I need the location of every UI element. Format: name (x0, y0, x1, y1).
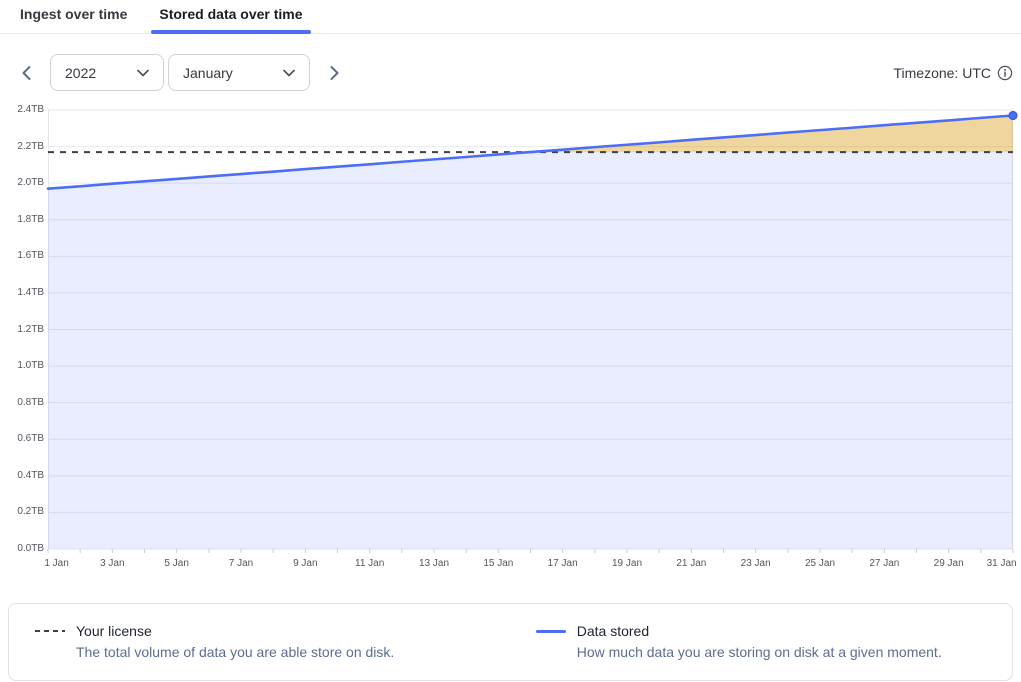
plot-area[interactable] (46, 109, 1018, 555)
x-axis-label: 13 Jan (418, 558, 450, 569)
legend-description: How much data you are storing on disk at… (576, 644, 942, 660)
legend-title: Data stored (576, 623, 650, 639)
y-axis-label: 1.6TB (17, 250, 44, 262)
prev-month-button[interactable] (15, 59, 39, 87)
tab-ingest-over-time[interactable]: Ingest over time (20, 6, 128, 22)
legend-item-your-license: Your license The total volume of data yo… (29, 621, 530, 663)
info-icon[interactable] (997, 65, 1013, 81)
y-axis-label: 0.6TB (17, 433, 44, 445)
month-select-value: January (183, 64, 233, 81)
legend-title: Your license (76, 623, 152, 639)
x-axis-label: 19 Jan (611, 558, 643, 569)
chevron-left-icon (22, 65, 31, 80)
x-axis-label: 7 Jan (228, 558, 254, 569)
dashed-line-marker-icon (35, 630, 65, 632)
timezone-label: Timezone: UTC (893, 64, 991, 81)
x-axis-label: 21 Jan (676, 558, 707, 569)
x-axis-label: 31 Jan (986, 558, 1017, 569)
tab-stored-data-over-time[interactable]: Stored data over time (151, 0, 311, 34)
x-axis-label: 25 Jan (804, 558, 836, 569)
y-axis-label: 2.4TB (17, 104, 44, 115)
y-axis-label: 2.2TB (17, 140, 44, 152)
x-axis-label: 5 Jan (164, 558, 189, 569)
month-select[interactable]: January (168, 54, 310, 91)
chart-legend: Your license The total volume of data yo… (8, 603, 1013, 681)
year-select[interactable]: 2022 (50, 54, 164, 91)
y-axis-label: 1.8TB (17, 213, 44, 225)
x-axis-label: 11 Jan (355, 558, 385, 569)
x-axis-label: 29 Jan (933, 558, 964, 569)
x-axis-label: 9 Jan (293, 558, 318, 569)
y-axis-label: 0.2TB (17, 506, 44, 518)
tab-bar: Ingest over time Stored data over time (0, 0, 1021, 34)
x-axis-label: 27 Jan (869, 558, 900, 569)
x-axis-label: 3 Jan (100, 558, 125, 569)
y-axis-label: 0.4TB (17, 469, 44, 481)
x-axis-label: 1 Jan (44, 558, 69, 569)
legend-description: The total volume of data you are able st… (76, 644, 395, 660)
next-month-button[interactable] (322, 59, 346, 87)
y-axis-label: 2.0TB (17, 177, 44, 189)
year-select-value: 2022 (65, 64, 97, 81)
legend-item-data-stored: Data stored How much data you are storin… (530, 621, 942, 663)
chart-controls: 2022 January Timezone: UTC (0, 34, 1021, 91)
x-axis-label: 17 Jan (547, 558, 578, 569)
solid-line-marker-icon (535, 630, 566, 633)
x-axis-label: 15 Jan (483, 558, 514, 569)
chevron-down-icon (283, 69, 295, 76)
y-axis-label: 1.0TB (17, 360, 44, 372)
y-axis-label: 1.4TB (17, 286, 44, 298)
y-axis-label: 0.0TB (17, 543, 44, 554)
stored-data-chart[interactable]: 0.0TB 0.2TB 0.4TB 0.6TB 0.8TB 1.0TB 1.2TB 1.4TB… (0, 99, 1021, 581)
x-axis-label: 23 Jan (740, 558, 771, 569)
y-axis-label: 1.2TB (17, 323, 44, 335)
chevron-right-icon (330, 65, 339, 80)
chevron-down-icon (137, 69, 149, 76)
y-axis-label: 0.8TB (17, 396, 44, 408)
